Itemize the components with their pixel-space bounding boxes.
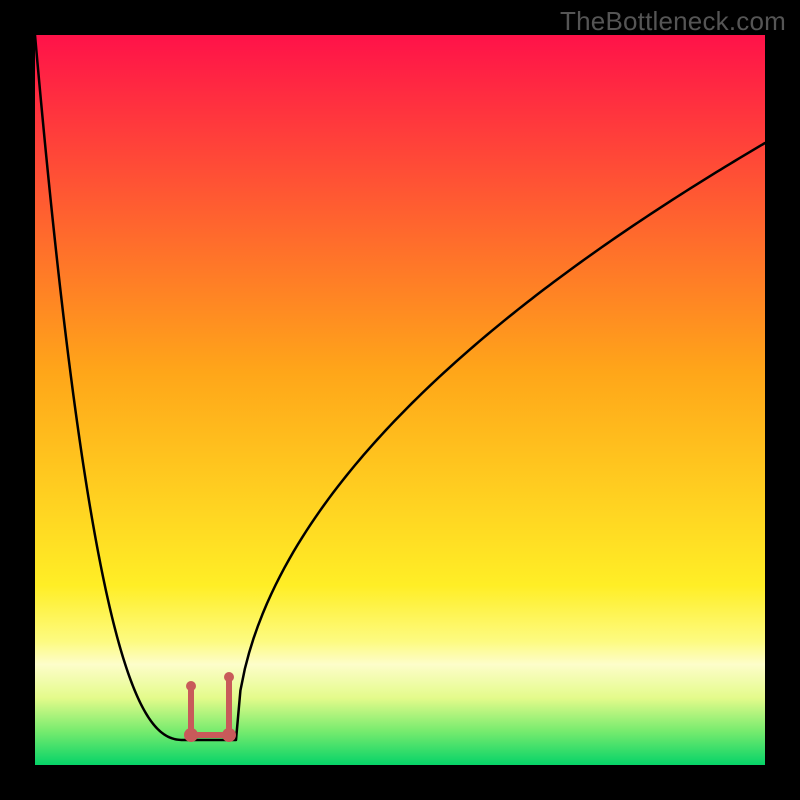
plot-area bbox=[35, 35, 765, 765]
bottleneck-curve-chart bbox=[35, 35, 765, 765]
gradient-background bbox=[35, 35, 765, 765]
watermark-text: TheBottleneck.com bbox=[560, 6, 786, 37]
chart-frame: TheBottleneck.com bbox=[0, 0, 800, 800]
